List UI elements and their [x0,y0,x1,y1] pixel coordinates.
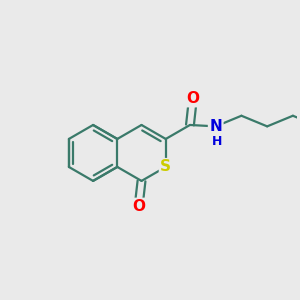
Text: N: N [209,119,222,134]
Text: H: H [212,135,222,148]
Text: O: O [132,199,145,214]
Text: S: S [160,159,171,174]
Text: O: O [186,91,200,106]
